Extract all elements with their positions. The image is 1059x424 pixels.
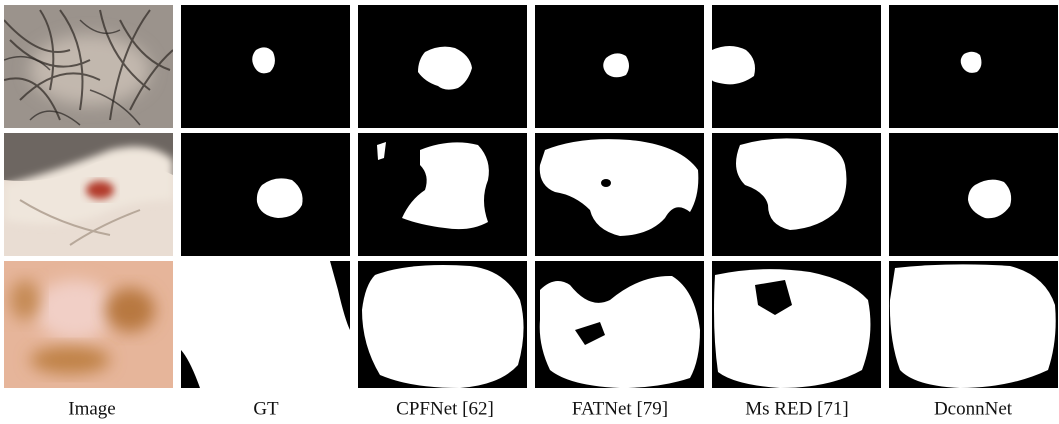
mask-row-2 [181, 133, 1058, 256]
column-label: GT [253, 398, 279, 419]
column-label: Image [68, 398, 115, 419]
mask-row-3 [181, 261, 1058, 388]
photo-lesion [4, 133, 173, 256]
mask-region [890, 264, 1056, 388]
mask-row-1 [181, 5, 1058, 128]
column-label: DconnNet [934, 398, 1013, 419]
mask-region [181, 261, 350, 388]
column-label: FATNet [79] [572, 398, 668, 419]
mask-region [714, 269, 870, 388]
column-labels: Image GT CPFNet [62] FATNet [79] Ms RED … [68, 398, 1013, 419]
mask-region [257, 178, 303, 218]
column-label: Ms RED [71] [745, 398, 848, 419]
page: {"columns": ["Image", "GT", "CPFNet [62]… [0, 0, 1059, 424]
photo-skin [4, 261, 173, 388]
mask-region [540, 276, 700, 388]
figure: Image GT CPFNet [62] FATNet [79] Ms RED … [0, 0, 1059, 424]
mask-region [362, 265, 524, 388]
photo-hair [4, 5, 173, 128]
column-label: CPFNet [62] [396, 398, 494, 419]
mask-hole [601, 179, 611, 187]
